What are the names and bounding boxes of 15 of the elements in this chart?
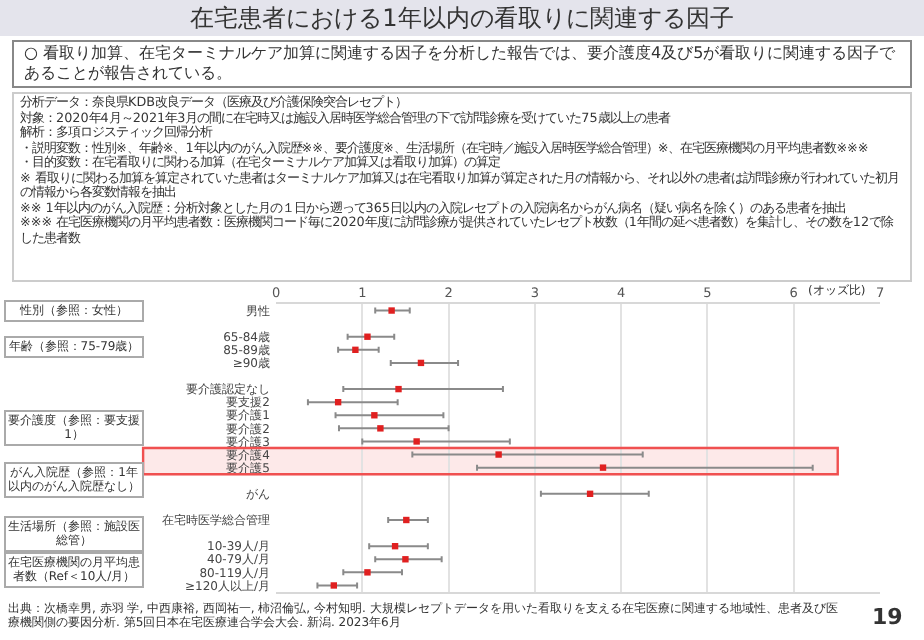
point [364, 333, 371, 340]
point [599, 464, 607, 471]
text: 19 [872, 604, 903, 630]
point [388, 307, 395, 314]
point [352, 346, 359, 354]
point [413, 438, 420, 445]
chart-title: 在宅患者における1年以内の看取りに関連する因子 [0, 0, 924, 36]
chart-subtitle: ○ 看取り加算、在宅ターミナルケア加算に関連する因子を分析した報告では、要介護度4及び5が看取りに関連する因子であることが報告されている。 [12, 40, 912, 88]
point [495, 451, 502, 458]
point [330, 582, 338, 589]
point [371, 412, 378, 419]
point [377, 425, 384, 432]
point [395, 385, 402, 393]
point [402, 556, 409, 563]
point [364, 569, 371, 576]
